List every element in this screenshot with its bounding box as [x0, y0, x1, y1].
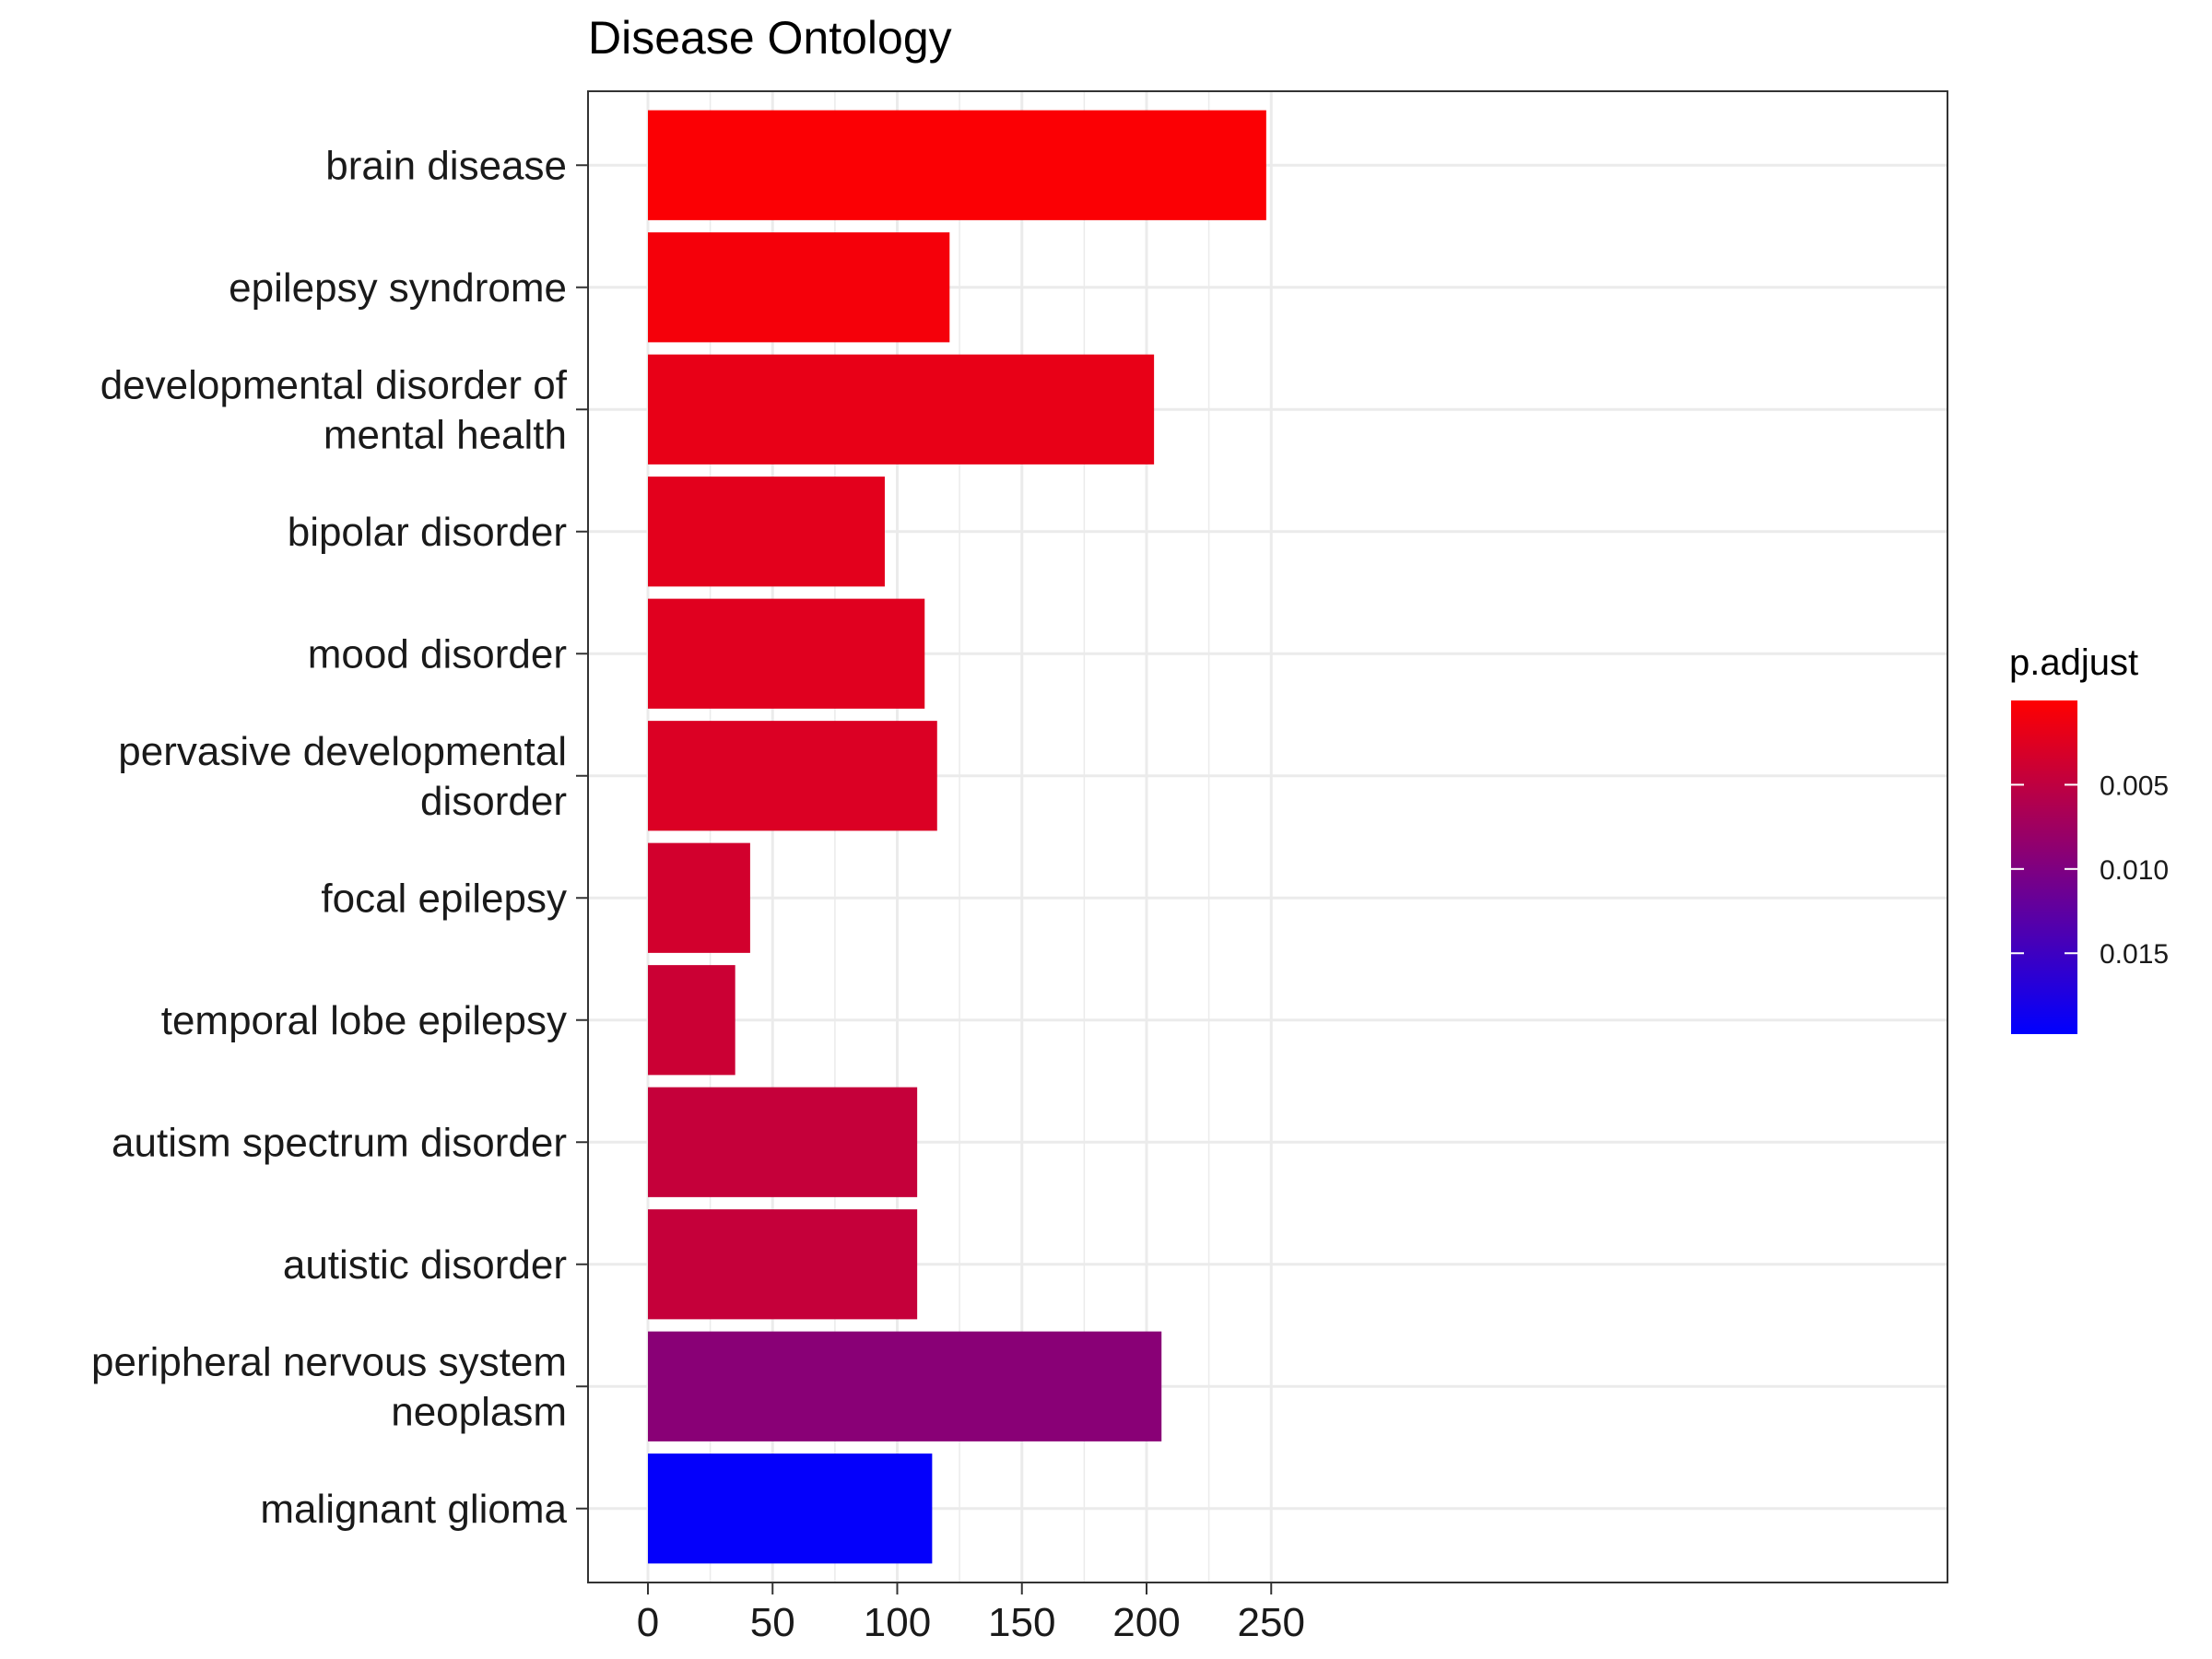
bars — [648, 110, 1266, 1564]
bar — [648, 1331, 1162, 1441]
y-tick-label: mental health — [324, 412, 567, 457]
x-tick-label: 150 — [988, 1600, 1055, 1645]
colorbar — [2011, 700, 2077, 1034]
colorbar-tick-label: 0.005 — [2100, 771, 2169, 801]
x-tick-label: 250 — [1238, 1600, 1305, 1645]
y-tick-label: developmental disorder of — [100, 362, 568, 407]
y-tick-label: bipolar disorder — [288, 510, 567, 555]
y-axis: brain disease epilepsy syndrome developmen… — [91, 143, 588, 1532]
x-tick-label: 0 — [637, 1600, 659, 1645]
y-tick-label: malignant glioma — [260, 1487, 567, 1532]
bar — [648, 477, 885, 587]
y-tick-label: brain disease — [325, 143, 567, 188]
chart-title: Disease Ontology — [588, 12, 952, 64]
y-tick-label: pervasive developmental — [118, 729, 567, 774]
y-tick-label: focal epilepsy — [321, 876, 567, 921]
y-tick-label: neoplasm — [391, 1389, 567, 1434]
bar — [648, 354, 1155, 465]
x-axis: 0 50 100 150 200 250 — [637, 1583, 1305, 1645]
y-tick-label: autism spectrum disorder — [112, 1120, 567, 1165]
x-tick-label: 100 — [864, 1600, 931, 1645]
bar — [648, 598, 925, 709]
bar — [648, 1209, 918, 1320]
y-tick-label: disorder — [420, 779, 567, 824]
x-tick-label: 200 — [1112, 1600, 1180, 1645]
y-tick-label: autistic disorder — [283, 1242, 567, 1288]
colorbar-ticks: 0.005 0.010 0.015 — [2011, 771, 2169, 970]
x-tick-label: 50 — [750, 1600, 795, 1645]
legend-title: p.adjust — [2009, 642, 2138, 683]
bar — [648, 965, 735, 1076]
plot-border — [587, 90, 1948, 1583]
bar — [648, 232, 950, 343]
y-tick-label: mood disorder — [308, 631, 567, 677]
y-tick-label: epilepsy syndrome — [229, 265, 567, 311]
colorbar-tick-label: 0.015 — [2100, 939, 2169, 970]
y-tick-label: temporal lobe epilepsy — [161, 998, 567, 1043]
y-tick-label: peripheral nervous system — [91, 1339, 567, 1384]
color-legend: p.adjust 0.005 0.010 0.015 — [2009, 642, 2169, 1034]
colorbar-tick-label: 0.010 — [2100, 855, 2169, 886]
bar — [648, 721, 937, 831]
bar — [648, 1087, 918, 1197]
bar — [648, 110, 1266, 220]
bar — [648, 1453, 933, 1564]
bar — [648, 842, 750, 953]
